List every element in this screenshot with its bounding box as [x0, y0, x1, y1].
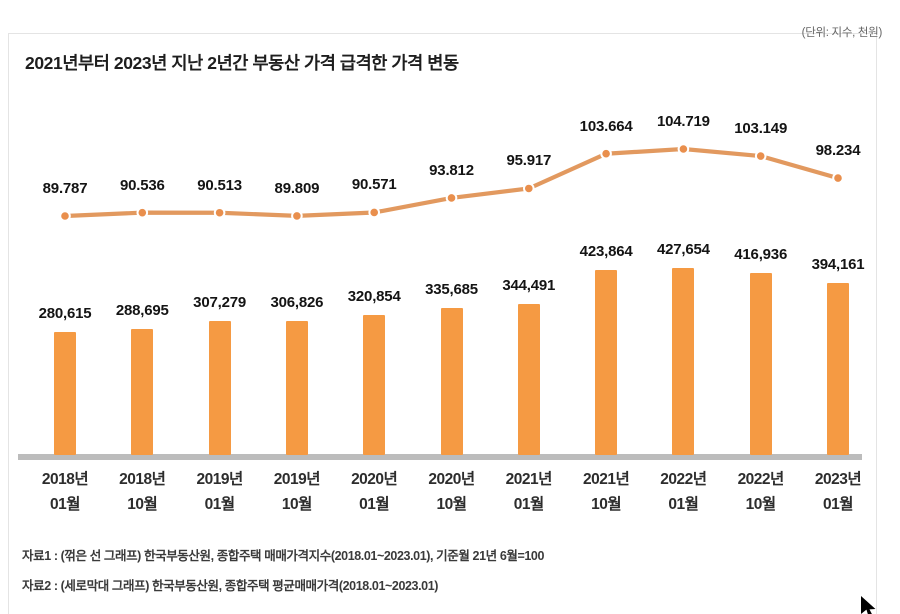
chart-card	[8, 33, 877, 614]
footnote-source-2: 자료2 : (세로막대 그래프) 한국부동산원, 종합주택 평균매매가격(201…	[22, 579, 439, 593]
chart-title: 2021년부터 2023년 지난 2년간 부동산 가격 급격한 가격 변동	[25, 53, 459, 73]
unit-label: (단위: 지수, 천원)	[801, 27, 883, 39]
footnote-source-1: 자료1 : (꺾은 선 그래프) 한국부동산원, 종합주택 매매가격지수(201…	[22, 549, 545, 563]
